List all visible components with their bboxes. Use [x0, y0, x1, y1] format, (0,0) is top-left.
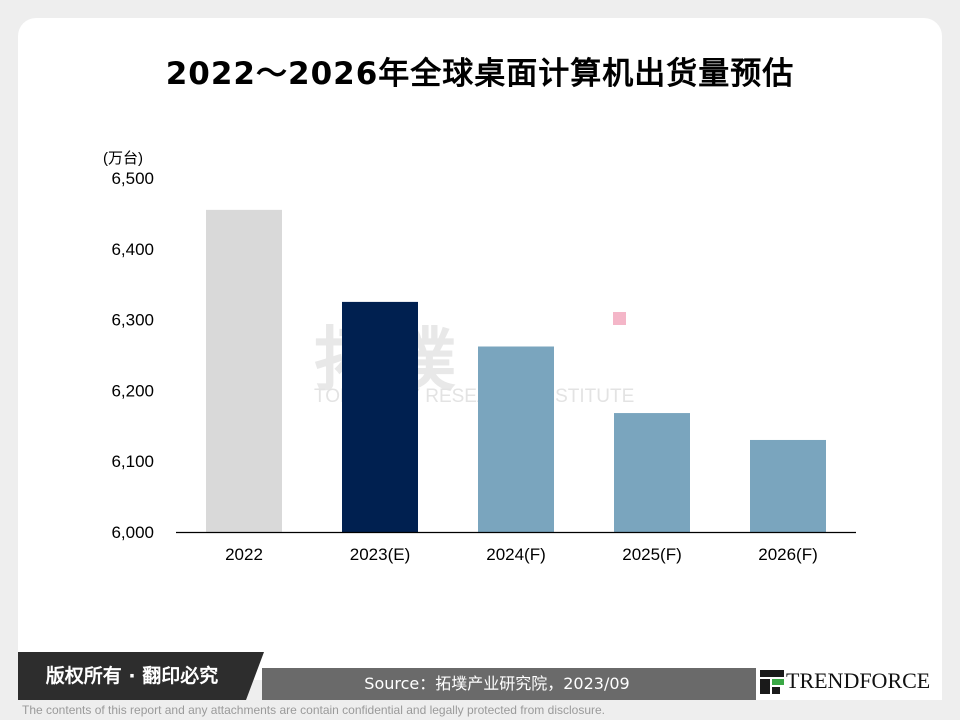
disclaimer-text: The contents of this report and any atta…: [22, 703, 605, 717]
copyright-box: [18, 652, 246, 700]
source-bar: [262, 668, 756, 700]
y-tick-label: 6,200: [111, 381, 154, 400]
y-tick-label: 6,100: [111, 452, 154, 471]
trendforce-logo: TRENDFORCE: [756, 664, 942, 700]
bar-2022: [206, 209, 282, 533]
bar-2023e: [342, 301, 418, 532]
x-tick-label: 2026(F): [758, 545, 818, 564]
y-tick-label: 6,300: [111, 311, 154, 330]
x-tick-label: 2023(E): [350, 545, 410, 564]
x-tick-label: 2025(F): [622, 545, 682, 564]
source-text: Source：拓墣产业研究院，2023/09: [364, 674, 630, 693]
trendforce-logo-text: TRENDFORCE: [786, 668, 931, 693]
bar-2026f: [750, 439, 826, 532]
y-tick-label: 6,400: [111, 240, 154, 259]
copyright-text: 版权所有 · 翻印必究: [45, 665, 219, 687]
footer-slant-shapes: [246, 652, 942, 700]
bar-2024f: [478, 346, 554, 532]
chart-title: 2022～2026年全球桌面计算机出货量预估: [165, 56, 795, 92]
bar-2025f: [614, 413, 690, 532]
trendforce-logo-icon: [760, 670, 784, 694]
x-tick-label: 2024(F): [486, 545, 546, 564]
y-tick-label: 6,500: [111, 169, 154, 188]
y-tick-label: 6,000: [111, 523, 154, 542]
y-axis-unit-label: (万台): [103, 150, 143, 167]
x-tick-label: 2022: [225, 545, 263, 564]
